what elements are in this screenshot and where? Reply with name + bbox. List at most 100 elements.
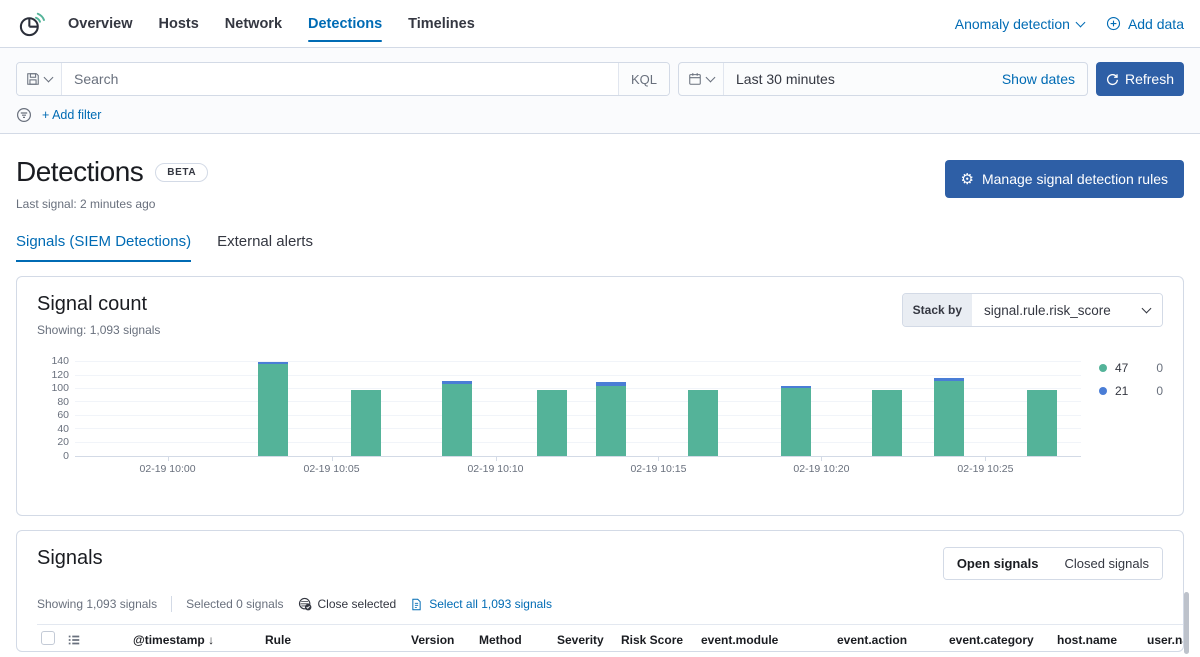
manage-rules-button[interactable]: ⚙ Manage signal detection rules [945, 160, 1184, 198]
beta-badge: BETA [155, 163, 208, 182]
signals-selected-count: Selected 0 signals [186, 597, 283, 611]
chart-bar[interactable] [596, 359, 626, 456]
x-axis-tick-mark [821, 457, 822, 461]
legend-value: 0 [1156, 384, 1163, 398]
nav-item-network[interactable]: Network [225, 0, 282, 47]
chart-bar-segment-47 [1027, 390, 1057, 456]
plus-circle-icon [1106, 16, 1121, 31]
gear-icon: ⚙ [961, 172, 974, 187]
chevron-down-icon [1075, 17, 1085, 27]
signals-state-toggle: Open signals Closed signals [943, 547, 1163, 580]
col-timestamp[interactable]: @timestamp ↓ [129, 625, 261, 653]
select-all-link[interactable]: Select all 1,093 signals [410, 597, 552, 611]
chart-bar[interactable] [258, 359, 288, 456]
save-icon [26, 72, 40, 86]
col-event-module[interactable]: event.module [697, 625, 833, 653]
chart-bar[interactable] [351, 359, 381, 456]
chart-bar[interactable] [442, 359, 472, 456]
legend-item[interactable]: 21 0 [1099, 384, 1163, 398]
y-axis-tick-label: 40 [39, 423, 69, 435]
open-signals-button[interactable]: Open signals [944, 548, 1052, 579]
last-signal-text: Last signal: 2 minutes ago [16, 197, 208, 211]
chart-bar-segment-47 [872, 390, 902, 456]
col-severity[interactable]: Severity [553, 625, 617, 653]
col-event-action[interactable]: event.action [833, 625, 945, 653]
x-axis-tick-mark [168, 457, 169, 461]
filter-icon[interactable] [16, 107, 32, 123]
closed-signals-button[interactable]: Closed signals [1051, 548, 1162, 579]
show-dates-link[interactable]: Show dates [990, 71, 1087, 87]
chart-bar-segment-47 [596, 386, 626, 456]
chart-bar[interactable] [872, 359, 902, 456]
select-all-checkbox[interactable] [41, 631, 55, 645]
chart-y-axis: 020406080100120140 [37, 359, 71, 457]
y-axis-tick-label: 20 [39, 436, 69, 448]
nav-item-overview[interactable]: Overview [68, 0, 133, 47]
close-selected-button[interactable]: Close selected [298, 597, 397, 611]
x-axis-tick-label: 02-19 10:00 [140, 463, 196, 475]
signals-table: @timestamp ↓ Rule Version Method Severit… [37, 624, 1184, 652]
manage-rules-label: Manage signal detection rules [982, 171, 1168, 187]
add-data-label: Add data [1128, 16, 1184, 32]
legend-item[interactable]: 47 0 [1099, 361, 1163, 375]
x-axis-tick-mark [496, 457, 497, 461]
col-event-category[interactable]: event.category [945, 625, 1053, 653]
search-input[interactable] [62, 71, 618, 87]
col-version[interactable]: Version [407, 625, 475, 653]
gridline [75, 442, 1081, 443]
x-axis-tick-label: 02-19 10:05 [303, 463, 359, 475]
table-header-row: @timestamp ↓ Rule Version Method Severit… [37, 625, 1184, 653]
col-user-name[interactable]: user.name [1143, 625, 1184, 653]
signals-panel: Signals Open signals Closed signals Show… [16, 530, 1184, 652]
table-scrollbar[interactable] [1184, 592, 1189, 654]
tab-signals[interactable]: Signals (SIEM Detections) [16, 233, 191, 262]
saved-query-menu[interactable] [17, 63, 62, 95]
x-axis-tick-label: 02-19 10:20 [793, 463, 849, 475]
col-method[interactable]: Method [475, 625, 553, 653]
siem-logo-icon[interactable] [16, 8, 48, 40]
nav-item-detections[interactable]: Detections [308, 0, 382, 47]
fields-browser-icon[interactable] [67, 633, 81, 647]
refresh-label: Refresh [1125, 71, 1174, 87]
tab-external-alerts[interactable]: External alerts [217, 233, 313, 262]
add-data-link[interactable]: Add data [1106, 16, 1184, 32]
col-host-name[interactable]: host.name [1053, 625, 1143, 653]
anomaly-detection-menu[interactable]: Anomaly detection [955, 16, 1084, 32]
kql-toggle[interactable]: KQL [618, 63, 669, 95]
chart-bar[interactable] [781, 359, 811, 456]
date-quick-menu[interactable] [679, 63, 724, 95]
close-selected-label: Close selected [318, 597, 397, 611]
add-filter-link[interactable]: + Add filter [42, 108, 101, 122]
signal-count-chart-plot [75, 359, 1081, 457]
signals-showing-count: Showing 1,093 signals [37, 597, 157, 611]
anomaly-detection-label: Anomaly detection [955, 16, 1070, 32]
sort-down-icon: ↓ [208, 633, 214, 647]
legend-label: 47 [1115, 361, 1128, 375]
col-risk-score[interactable]: Risk Score [617, 625, 697, 653]
time-range-value[interactable]: Last 30 minutes [724, 71, 990, 87]
chart-bar[interactable] [1027, 359, 1057, 456]
refresh-icon [1106, 73, 1119, 86]
y-axis-tick-label: 100 [39, 382, 69, 394]
legend-value: 0 [1156, 361, 1163, 375]
legend-label: 21 [1115, 384, 1128, 398]
nav-item-hosts[interactable]: Hosts [159, 0, 199, 47]
chart-bar[interactable] [537, 359, 567, 456]
stack-by-select[interactable]: signal.rule.risk_score [972, 294, 1162, 326]
legend-dot-icon [1099, 364, 1107, 372]
refresh-button[interactable]: Refresh [1096, 62, 1184, 96]
chart-x-axis: 02-19 10:0002-19 10:0502-19 10:1002-19 1… [75, 463, 1081, 479]
gridline [75, 361, 1081, 362]
chart-bar[interactable] [688, 359, 718, 456]
divider [171, 596, 172, 612]
chart-bar[interactable] [934, 359, 964, 456]
chart-bar-segment-47 [258, 364, 288, 456]
x-axis-tick-label: 02-19 10:25 [957, 463, 1013, 475]
signal-count-showing: Showing: 1,093 signals [37, 323, 160, 337]
stack-by-control: Stack by signal.rule.risk_score [902, 293, 1163, 327]
nav-item-timelines[interactable]: Timelines [408, 0, 475, 47]
col-rule[interactable]: Rule [261, 625, 407, 653]
query-filter-bar: KQL Last 30 minutes Show dates Refresh +… [0, 48, 1200, 134]
x-axis-tick-mark [332, 457, 333, 461]
chevron-down-icon [44, 73, 54, 83]
